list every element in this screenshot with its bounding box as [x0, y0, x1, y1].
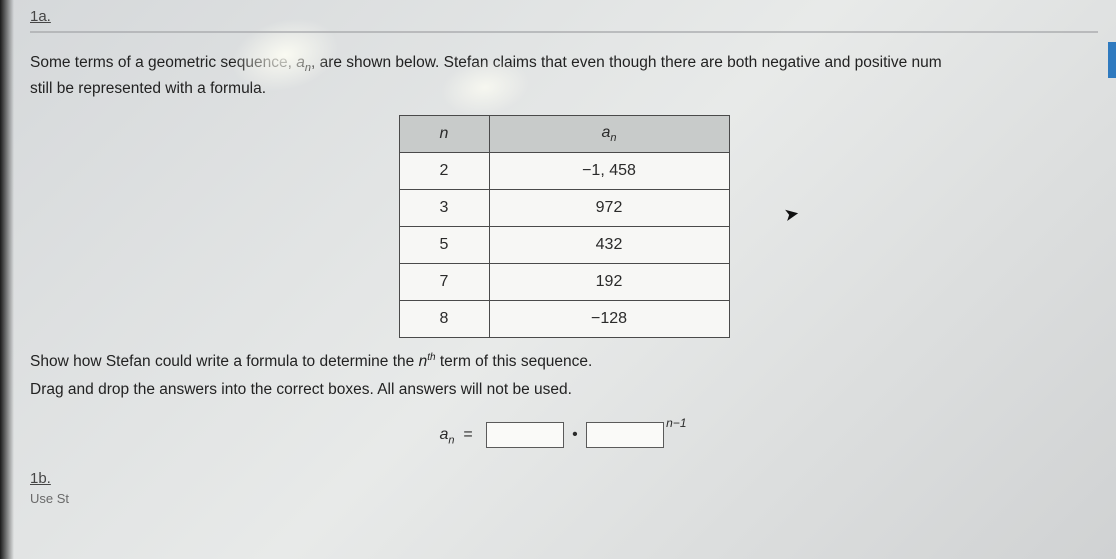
- table-row: 3972: [399, 190, 729, 227]
- cell-an: 432: [489, 227, 729, 264]
- screen-left-edge: [0, 0, 14, 559]
- instruction-text: Show how Stefan could write a formula to…: [30, 348, 1098, 404]
- cell-n: 5: [399, 227, 489, 264]
- table-header-n: n: [399, 116, 489, 153]
- instr-part: term of this sequence.: [436, 353, 593, 370]
- cell-an: −128: [489, 301, 729, 338]
- mouse-cursor-icon: ➤: [782, 203, 801, 226]
- formula-dot: •: [572, 426, 578, 443]
- formula-exponent: n−1: [666, 416, 686, 430]
- formula-equals: =: [463, 426, 472, 443]
- question-prompt: Some terms of a geometric sequence, an, …: [30, 51, 1090, 101]
- table-row: 2−1, 458: [399, 153, 729, 190]
- sequence-table: n an 2−1, 458 3972 5432 7192 8−128: [399, 115, 730, 338]
- prompt-text: still be represented with a formula.: [30, 80, 266, 97]
- header-n-label: n: [440, 125, 449, 142]
- cell-n: 3: [399, 190, 489, 227]
- formula-answer-row: an = • n−1: [30, 422, 1098, 448]
- header-an-sub: n: [610, 132, 616, 144]
- table-header-row: n an: [399, 116, 729, 153]
- nth-th: th: [427, 352, 435, 363]
- cell-an: −1, 458: [489, 153, 729, 190]
- formula-lhs-sub: n: [448, 435, 454, 447]
- prompt-text: Some terms of a geometric sequence,: [30, 54, 296, 71]
- answer-dropzone-coefficient[interactable]: [486, 422, 564, 448]
- table-header-an: an: [489, 116, 729, 153]
- table-row: 7192: [399, 264, 729, 301]
- question-number-1b: 1b.: [30, 470, 1098, 487]
- divider: [30, 31, 1098, 33]
- nth-n: n: [419, 353, 428, 370]
- table-row: 5432: [399, 227, 729, 264]
- cell-n: 2: [399, 153, 489, 190]
- cell-an: 972: [489, 190, 729, 227]
- instr-part: Show how Stefan could write a formula to…: [30, 353, 419, 370]
- answer-dropzone-base[interactable]: [586, 422, 664, 448]
- table-row: 8−128: [399, 301, 729, 338]
- prompt-text: , are shown below. Stefan claims that ev…: [311, 54, 942, 71]
- instr-part: Drag and drop the answers into the corre…: [30, 381, 572, 398]
- question-number-1a: 1a.: [30, 8, 1098, 25]
- sequence-symbol-a: a: [296, 54, 305, 71]
- cell-an: 192: [489, 264, 729, 301]
- cutoff-text: Use St: [30, 491, 1098, 506]
- cell-n: 7: [399, 264, 489, 301]
- scrollbar-fragment[interactable]: [1108, 42, 1116, 78]
- cell-n: 8: [399, 301, 489, 338]
